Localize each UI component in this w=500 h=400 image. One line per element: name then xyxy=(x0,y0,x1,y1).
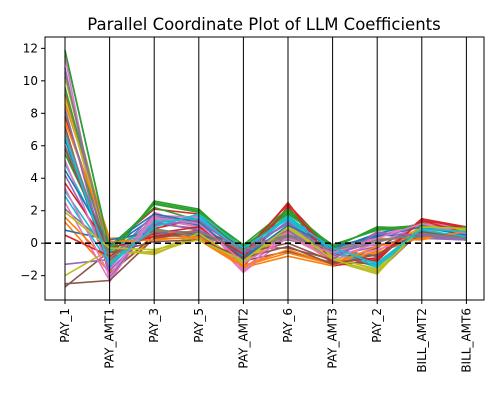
chart-title: Parallel Coordinate Plot of LLM Coeffici… xyxy=(87,15,440,34)
x-tick-label-pay-amt3: PAY_AMT3 xyxy=(326,308,340,369)
x-tick-label-pay-3: PAY_3 xyxy=(147,308,161,343)
x-tick-label-bill-amt2: BILL_AMT2 xyxy=(415,308,429,373)
series-line-40 xyxy=(64,135,467,267)
series-line-33 xyxy=(64,49,467,251)
x-tick-label-pay-amt2: PAY_AMT2 xyxy=(236,308,250,369)
plot-frame xyxy=(44,36,485,301)
x-tick-label-bill-amt6: BILL_AMT6 xyxy=(459,308,473,373)
axis-layer: −2 0 2 4 6 8 10 12 PAY_1 PAY_AMT1 PAY_3 PAY_5 PAY_AM… xyxy=(20,36,485,373)
x-tick-label-pay-2: PAY_2 xyxy=(370,308,384,343)
x-tick-label-pay-5: PAY_5 xyxy=(192,308,206,343)
y-tick-label: 6 xyxy=(30,139,38,153)
x-tick-label-pay-1: PAY_1 xyxy=(58,308,72,343)
y-tick-label: 10 xyxy=(23,74,38,88)
y-tick-label: 12 xyxy=(23,41,38,55)
x-tick-label-pay-6: PAY_6 xyxy=(281,308,295,343)
y-tick-label: 4 xyxy=(30,171,38,185)
series-line-1 xyxy=(64,51,467,251)
y-tick-label: 8 xyxy=(30,106,38,120)
y-tick-label: −2 xyxy=(20,269,38,283)
x-tick-label-pay-amt1: PAY_AMT1 xyxy=(103,308,117,369)
y-tick-label: 0 xyxy=(30,236,38,250)
y-tick-label: 2 xyxy=(30,204,38,218)
series-layer xyxy=(64,49,467,288)
